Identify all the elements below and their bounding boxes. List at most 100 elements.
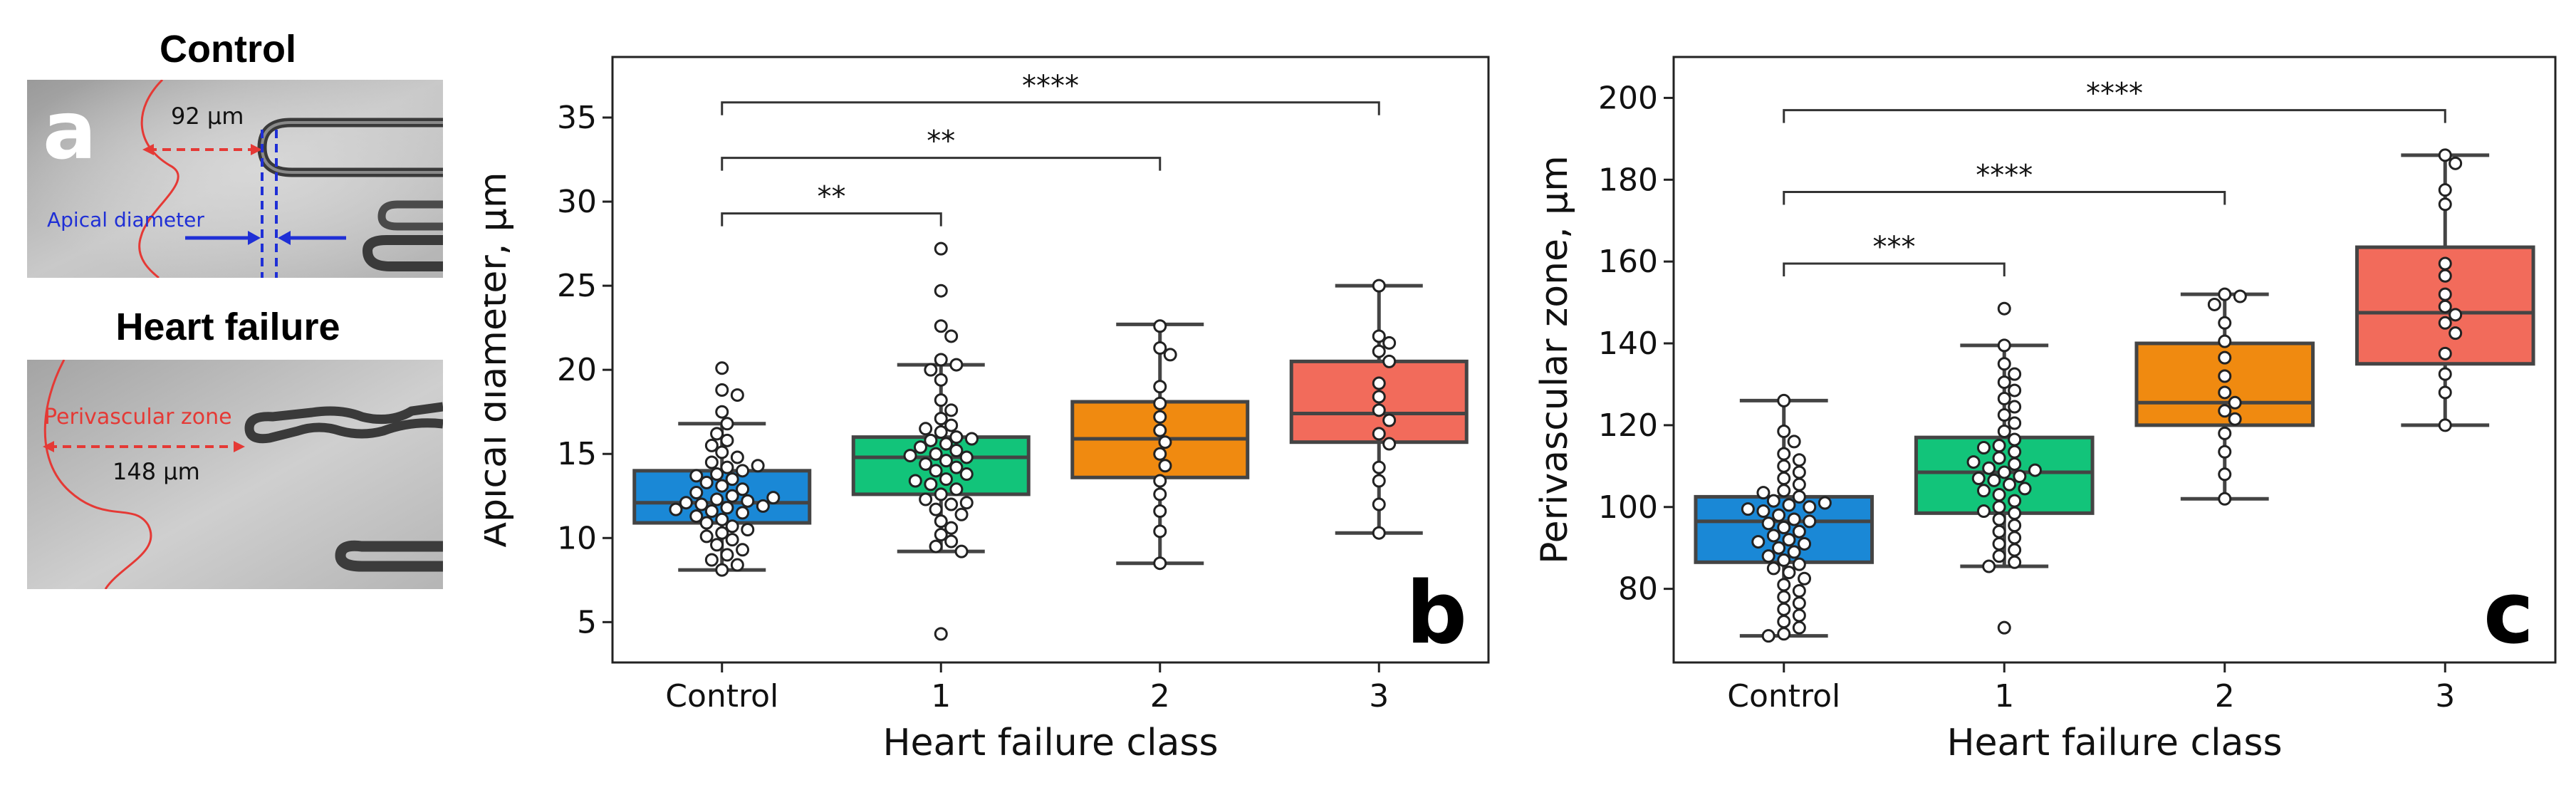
data-point (1761, 516, 1775, 531)
data-point (2438, 183, 2452, 197)
data-point (2018, 482, 2032, 496)
data-point (939, 472, 953, 487)
x-tick-label: 2 (2215, 678, 2235, 714)
data-point (1372, 474, 1386, 488)
significance-bracket (1783, 262, 2006, 277)
data-point (2218, 426, 2232, 440)
x-tick-label: 3 (1369, 678, 1389, 714)
data-point (1987, 473, 2001, 487)
data-point (704, 455, 719, 469)
x-tick-label: 2 (1150, 678, 1170, 714)
y-tick-label: 15 (557, 436, 597, 472)
data-point (944, 521, 959, 535)
data-point (1792, 557, 1806, 571)
data-point (2218, 467, 2232, 482)
apical-diameter-label: Apical diameter (47, 208, 204, 232)
data-point (929, 539, 943, 553)
data-point (699, 516, 714, 530)
data-point (720, 417, 734, 431)
data-point (2218, 404, 2232, 418)
data-point (725, 533, 739, 547)
data-point (1756, 486, 1771, 500)
data-point (1777, 578, 1791, 592)
data-point (1992, 439, 2006, 453)
significance-bracket (721, 101, 1380, 115)
x-tick-label: Control (665, 678, 778, 714)
data-point (949, 482, 964, 497)
plot-frame (1672, 56, 2557, 664)
data-point (1792, 620, 1806, 635)
capillary-loop-lower (362, 235, 443, 271)
significance-label: **** (1976, 160, 2033, 192)
data-point (1792, 583, 1806, 598)
data-point (1792, 608, 1806, 623)
data-point (2228, 395, 2242, 410)
data-point (1751, 535, 1766, 549)
heart-failure-photo: Perivascular zone 148 µm (27, 360, 443, 589)
data-point (944, 418, 959, 432)
data-point (924, 433, 938, 447)
data-point (949, 444, 964, 457)
y-tick-label: 10 (557, 520, 597, 556)
heart-failure-photo-title: Heart failure (115, 306, 340, 348)
data-point (2008, 432, 2022, 447)
data-point (919, 457, 933, 471)
data-point (1818, 496, 1832, 510)
x-axis-label: Heart failure class (882, 722, 1218, 764)
data-point (699, 529, 714, 544)
data-point (1372, 460, 1386, 474)
data-point (934, 514, 948, 529)
data-point (1766, 494, 1780, 508)
y-tick-label: 35 (557, 100, 597, 136)
data-point (1782, 533, 1796, 547)
data-point (934, 284, 948, 298)
data-point (1777, 459, 1791, 473)
data-point (2008, 555, 2022, 569)
x-tick-label: 1 (1994, 678, 2014, 714)
data-point (1158, 435, 1172, 449)
y-tick-label: 25 (557, 268, 597, 304)
y-tick-label: 160 (1598, 244, 1658, 280)
data-point (2207, 297, 2221, 311)
data-point (736, 506, 750, 520)
zone-boundary-line (138, 80, 179, 278)
significance-label: ** (927, 125, 955, 158)
data-point (964, 432, 979, 446)
data-point (2008, 494, 2022, 508)
data-point (1372, 403, 1386, 417)
data-point (1803, 500, 1817, 514)
y-tick-label: 80 (1618, 571, 1658, 608)
data-point (1372, 526, 1386, 540)
data-point (1153, 340, 1167, 355)
y-tick-label: 120 (1598, 407, 1658, 444)
data-point (1792, 465, 1806, 479)
data-point (1997, 338, 2011, 353)
data-point (2008, 543, 2022, 557)
data-point (1792, 453, 1806, 467)
data-point (1803, 514, 1817, 529)
data-point (2438, 385, 2452, 400)
data-point (1997, 465, 2011, 479)
data-point (1992, 451, 2006, 465)
capillary-loop (244, 402, 443, 444)
data-point (1997, 392, 2011, 406)
data-point (2438, 299, 2452, 313)
data-point (704, 553, 719, 567)
data-point (736, 543, 750, 557)
data-point (929, 502, 943, 516)
data-point (720, 433, 734, 447)
data-point (1372, 376, 1386, 390)
data-point (939, 437, 953, 451)
data-point (741, 522, 755, 536)
data-point (944, 329, 959, 343)
data-point (710, 538, 724, 552)
data-point (2008, 531, 2022, 545)
data-point (694, 497, 709, 511)
data-point (2218, 445, 2232, 459)
data-point (1992, 524, 2006, 539)
data-point (1966, 455, 1981, 469)
data-point (934, 319, 948, 333)
data-point (934, 353, 948, 367)
data-point (1372, 344, 1386, 358)
data-point (1741, 502, 1755, 516)
